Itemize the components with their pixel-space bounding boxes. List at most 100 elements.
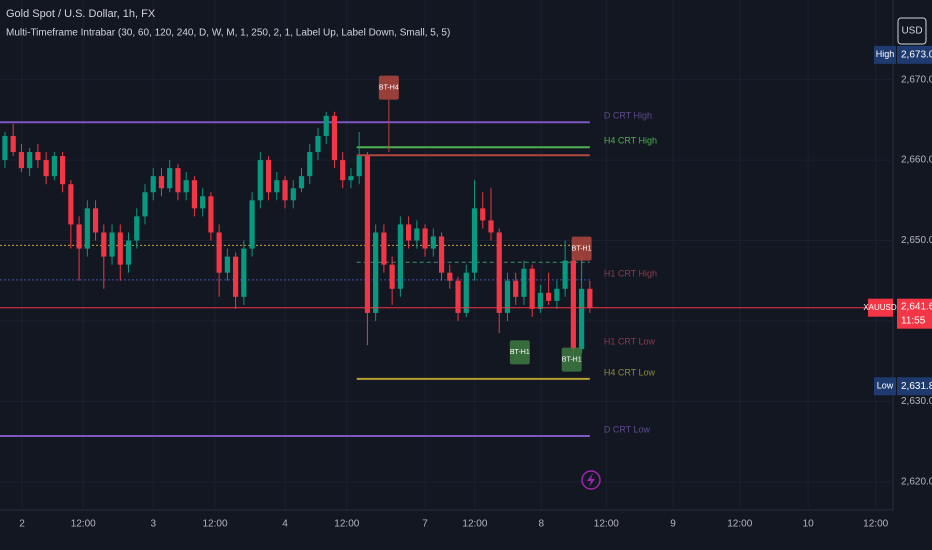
candle <box>134 208 140 249</box>
candle-body <box>142 192 148 217</box>
x-tick-label: 12:00 <box>462 519 487 530</box>
marker-label: BT-H4 <box>379 85 399 92</box>
x-tick-label: 3 <box>150 519 156 530</box>
candle <box>249 192 255 257</box>
candle <box>331 111 338 169</box>
candle <box>109 224 115 265</box>
candle-body <box>117 232 123 265</box>
candle <box>364 152 371 346</box>
marker-box <box>378 75 399 100</box>
marker-label: BT-H1 <box>562 356 582 363</box>
candle <box>84 200 90 257</box>
candle-body <box>27 152 33 169</box>
y-tick-label: 2,620.00 <box>901 476 932 487</box>
candle-body <box>175 168 181 193</box>
candle <box>257 152 263 209</box>
candle-body <box>233 256 239 297</box>
candle-body <box>125 240 132 265</box>
currency-box[interactable] <box>897 17 927 45</box>
candle <box>167 160 173 193</box>
candle <box>298 168 305 193</box>
x-tick-label: 12:00 <box>727 519 752 530</box>
candle-body <box>76 224 82 249</box>
candle <box>422 224 428 257</box>
candle-body <box>323 115 329 136</box>
candle-body <box>51 156 57 177</box>
candle-body <box>10 135 16 153</box>
candle <box>406 216 412 249</box>
candle-body <box>282 180 288 201</box>
candle <box>27 148 33 177</box>
x-tick-label: 12:00 <box>71 519 96 530</box>
candle <box>18 143 25 173</box>
x-tick-label: 12:00 <box>202 519 227 530</box>
candle <box>389 256 395 305</box>
candle <box>373 224 379 321</box>
marker-box <box>509 340 530 365</box>
candle <box>554 280 560 309</box>
candle <box>529 264 535 317</box>
candle-body <box>587 288 593 308</box>
candle <box>438 232 445 281</box>
candle-body <box>340 160 346 181</box>
candle <box>241 240 247 305</box>
candle <box>513 272 519 305</box>
plot: D CRT High H4 CRT High H1 CRT High H1 CRT L… <box>0 0 893 510</box>
candle-body <box>554 288 560 301</box>
marker-label: BT-H1 <box>510 349 530 356</box>
candle <box>101 224 107 289</box>
x-tick-label: 7 <box>422 519 428 530</box>
level-label: H4 CRT High <box>604 136 657 146</box>
candle-body <box>496 232 502 313</box>
candle-body <box>397 224 403 289</box>
candle-body <box>191 180 198 209</box>
candle-body <box>562 260 568 289</box>
candle-body <box>414 228 420 241</box>
marker-box <box>571 236 592 261</box>
price-tag <box>897 377 932 396</box>
candle <box>430 228 436 257</box>
name-tag <box>874 45 896 64</box>
candle-body <box>364 156 371 313</box>
price-tag <box>897 45 932 64</box>
candle <box>224 248 230 281</box>
name-tag <box>874 377 896 396</box>
symbol-title: Gold Spot / U.S. Dollar, 1h, FX <box>6 8 156 20</box>
x-tick-label: 10 <box>803 519 815 530</box>
candle <box>381 224 387 273</box>
candle-body <box>257 160 263 201</box>
candle-body <box>18 152 25 169</box>
candle-body <box>158 176 165 189</box>
candle-body <box>422 228 428 249</box>
candle <box>216 224 222 297</box>
candle <box>290 180 296 209</box>
candle-body <box>216 232 222 273</box>
candle <box>200 188 206 217</box>
candle <box>208 192 214 241</box>
y-tick-label: 2,650.00 <box>901 235 932 246</box>
candle <box>504 272 511 321</box>
currency[interactable]: USD <box>901 26 922 37</box>
candle-body <box>504 280 511 313</box>
candle-body <box>150 176 156 193</box>
candle-body <box>307 152 313 177</box>
candle-body <box>208 196 214 233</box>
candle <box>455 276 461 321</box>
price-tag-label: 2,641.65 <box>901 301 932 312</box>
lightning-icon[interactable] <box>581 470 601 490</box>
x-tick-label: 12:00 <box>863 519 888 530</box>
candle-body <box>224 256 230 273</box>
candle <box>68 180 74 249</box>
candle <box>340 152 346 189</box>
level-label: H1 CRT High <box>604 268 657 278</box>
x-tick-label: 9 <box>670 519 676 530</box>
candle <box>191 176 198 217</box>
candle-body <box>546 292 552 301</box>
candle-body <box>455 280 461 313</box>
candle-body <box>134 216 140 241</box>
candle-body <box>60 156 66 185</box>
candle <box>579 256 585 354</box>
countdown: 11:55 <box>901 315 926 326</box>
candle-body <box>488 220 494 233</box>
candle <box>397 216 403 297</box>
